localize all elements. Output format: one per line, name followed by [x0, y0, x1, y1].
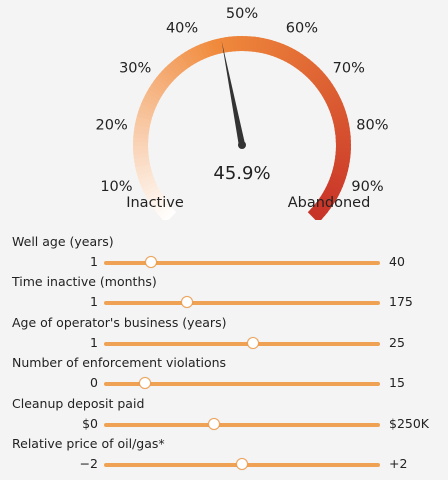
- gauge-tick-label: 90%: [351, 179, 383, 195]
- gauge-tick-label: 40%: [166, 20, 198, 36]
- gauge-arc-segment: [242, 61, 335, 145]
- slider-track[interactable]: [104, 296, 380, 308]
- gauge-arc-segment: [158, 52, 242, 145]
- slider-min-label: 1: [90, 254, 98, 269]
- gauge-arc-segment: [166, 46, 242, 145]
- slider-oil-gas-price: Relative price of oil/gas* −2 +2: [0, 436, 448, 476]
- slider-title: Cleanup deposit paid: [12, 396, 145, 411]
- slider-max-label: 40: [389, 254, 405, 269]
- slider-well-age: Well age (years) 1 40: [0, 234, 448, 274]
- gauge-arc-segment: [242, 52, 326, 145]
- slider-thumb[interactable]: [144, 256, 157, 268]
- gauge-arc-segment: [146, 65, 242, 145]
- gauge-arc-segment: [242, 58, 332, 145]
- gauge-arc-segment: [242, 46, 318, 145]
- gauge-tick-label: 70%: [333, 60, 365, 76]
- slider-cleanup-deposit: Cleanup deposit paid $0 $250K: [0, 396, 448, 436]
- slider-title: Time inactive (months): [12, 274, 157, 289]
- gauge-tick-label: 50%: [226, 6, 258, 22]
- slider-time-inactive: Time inactive (months) 1 175: [0, 274, 448, 314]
- slider-enforcement-violations: Number of enforcement violations 0 15: [0, 355, 448, 395]
- slider-min-label: $0: [82, 416, 98, 431]
- slider-min-label: 1: [90, 335, 98, 350]
- slider-max-label: 25: [389, 335, 405, 350]
- slider-min-label: 0: [90, 375, 98, 390]
- gauge-tick-labels: 0%10%20%30%40%50%60%70%80%90%100%: [96, 6, 389, 195]
- gauge-arc-segment: [143, 69, 242, 145]
- slider-operator-age: Age of operator's business (years) 1 25: [0, 315, 448, 355]
- slider-title: Well age (years): [12, 234, 114, 249]
- gauge-needle: [221, 40, 246, 149]
- slider-track[interactable]: [104, 418, 380, 430]
- slider-thumb[interactable]: [247, 337, 260, 349]
- probability-gauge: 0%10%20%30%40%50%60%70%80%90%100% Inacti…: [96, 6, 389, 220]
- slider-track[interactable]: [104, 458, 380, 470]
- gauge-arc-segment: [242, 55, 329, 145]
- gauge-value-readout: 45.9%: [213, 163, 270, 184]
- gauge-left-label: Inactive: [126, 195, 184, 211]
- slider-max-label: $250K: [389, 416, 430, 431]
- slider-thumb[interactable]: [208, 418, 221, 430]
- gauge-arc-segment: [155, 55, 242, 145]
- gauge-arc-segment: [242, 72, 344, 145]
- slider-thumb[interactable]: [236, 458, 248, 470]
- slider-min-label: −2: [79, 456, 98, 471]
- slider-max-label: 15: [389, 375, 405, 390]
- slider-title: Number of enforcement violations: [12, 355, 227, 370]
- slider-max-label: +2: [389, 456, 408, 471]
- gauge-tick-label: 10%: [100, 179, 132, 195]
- gauge-arc-segment: [242, 49, 322, 145]
- slider-track[interactable]: [104, 337, 380, 349]
- gauge-tick-label: 20%: [96, 117, 128, 133]
- slider-thumb[interactable]: [180, 296, 193, 308]
- gauge-right-label: Abandoned: [288, 195, 371, 211]
- gauge-arc-segment: [242, 65, 338, 145]
- gauge-arc-segment: [242, 69, 341, 145]
- gauge-arc: [133, 35, 351, 220]
- gauge-needle-hub: [238, 141, 246, 149]
- slider-max-label: 175: [389, 294, 413, 309]
- gauge-tick-label: 80%: [356, 117, 388, 133]
- slider-title: Relative price of oil/gas*: [12, 436, 165, 451]
- gauge-tick-label: 60%: [286, 20, 318, 36]
- slider-track[interactable]: [104, 377, 380, 389]
- slider-title: Age of operator's business (years): [12, 315, 227, 330]
- slider-min-label: 1: [90, 294, 98, 309]
- slider-thumb[interactable]: [139, 377, 152, 389]
- slider-track[interactable]: [104, 256, 380, 268]
- gauge-tick-label: 30%: [119, 60, 151, 76]
- gauge-arc-segment: [162, 49, 242, 145]
- gauge-needle-pointer: [221, 40, 246, 146]
